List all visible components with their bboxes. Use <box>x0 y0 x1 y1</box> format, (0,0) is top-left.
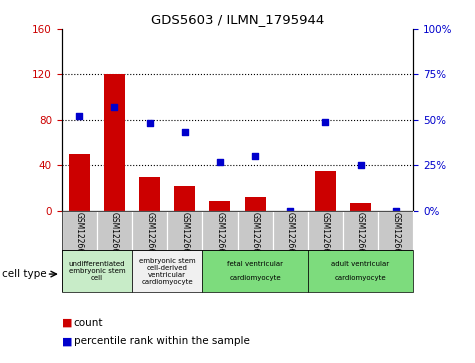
Point <box>181 130 189 135</box>
Point <box>146 121 153 126</box>
Bar <box>238 211 273 252</box>
Bar <box>202 250 308 292</box>
Text: GSM1226634: GSM1226634 <box>356 212 365 263</box>
Bar <box>202 211 238 252</box>
Bar <box>350 203 371 211</box>
Text: GSM1226633: GSM1226633 <box>110 212 119 263</box>
Bar <box>167 211 202 252</box>
Bar <box>139 176 160 211</box>
Text: GSM1226630: GSM1226630 <box>145 212 154 263</box>
Point <box>111 104 118 110</box>
Bar <box>104 74 125 211</box>
Text: GSM1226637: GSM1226637 <box>251 212 259 263</box>
Point <box>286 208 294 213</box>
Bar <box>132 250 202 292</box>
Bar <box>209 201 230 211</box>
Bar <box>62 250 132 292</box>
Bar <box>308 250 413 292</box>
Title: GDS5603 / ILMN_1795944: GDS5603 / ILMN_1795944 <box>151 13 324 26</box>
Bar <box>97 211 132 252</box>
Text: GSM1226631: GSM1226631 <box>321 212 330 263</box>
Bar <box>378 211 413 252</box>
Point <box>357 162 364 168</box>
Text: GSM1226636: GSM1226636 <box>216 212 224 263</box>
Point <box>392 208 399 213</box>
Text: GSM1226629: GSM1226629 <box>75 212 84 263</box>
Text: cell type: cell type <box>2 269 47 279</box>
Text: fetal ventricular

cardiomyocyte: fetal ventricular cardiomyocyte <box>227 261 283 281</box>
Bar <box>273 211 308 252</box>
Text: embryonic stem
cell-derived
ventricular
cardiomyocyte: embryonic stem cell-derived ventricular … <box>139 258 196 285</box>
Text: GSM1226638: GSM1226638 <box>286 212 294 263</box>
Text: GSM1226632: GSM1226632 <box>180 212 189 263</box>
Text: undifferentiated
embryonic stem
cell: undifferentiated embryonic stem cell <box>68 261 125 281</box>
Text: adult ventricular

cardiomyocyte: adult ventricular cardiomyocyte <box>332 261 389 281</box>
Point <box>216 159 224 164</box>
Point <box>322 119 329 125</box>
Bar <box>315 171 336 211</box>
Bar <box>62 211 97 252</box>
Bar <box>69 154 90 211</box>
Text: ■: ■ <box>62 336 72 346</box>
Text: percentile rank within the sample: percentile rank within the sample <box>74 336 249 346</box>
Point <box>76 113 83 119</box>
Bar <box>308 211 343 252</box>
Point <box>251 153 259 159</box>
Bar <box>245 197 266 211</box>
Bar <box>343 211 378 252</box>
Bar <box>174 185 195 211</box>
Text: GSM1226635: GSM1226635 <box>391 212 400 263</box>
Bar <box>132 211 167 252</box>
Text: count: count <box>74 318 103 328</box>
Text: ■: ■ <box>62 318 72 328</box>
